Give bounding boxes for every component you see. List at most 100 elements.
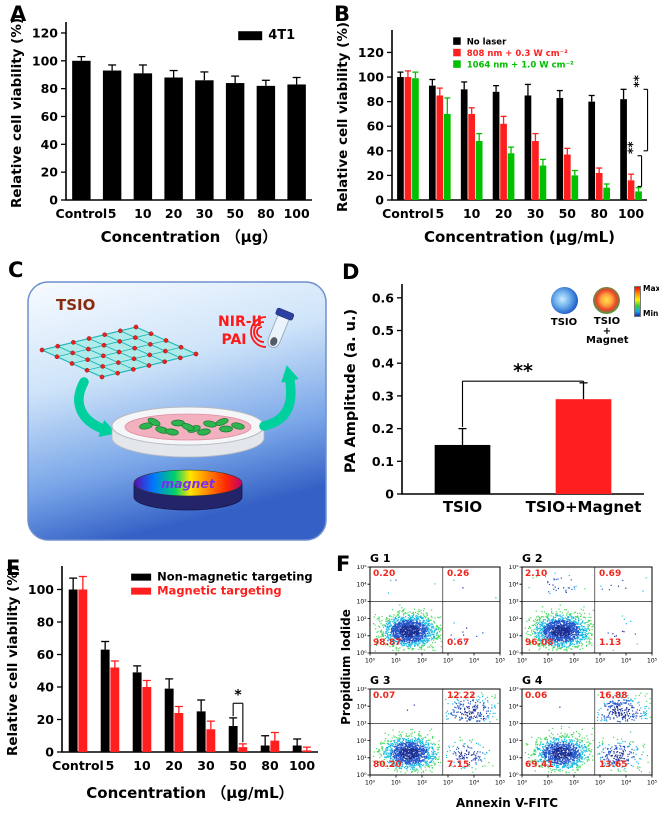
flow-scatter-canvas-g3 — [356, 687, 506, 791]
svg-text:100: 100 — [32, 53, 58, 68]
svg-text:80: 80 — [41, 81, 59, 96]
svg-text:**: ** — [513, 360, 533, 382]
svg-text:0.4: 0.4 — [372, 356, 394, 371]
svg-text:20: 20 — [41, 165, 59, 180]
flow-plot-g1: G 1 0.20 0.26 98.87 0.67 — [356, 552, 506, 670]
svg-text:100: 100 — [618, 206, 644, 221]
svg-text:20: 20 — [165, 206, 183, 221]
svg-text:10: 10 — [134, 206, 152, 221]
quadrant-lr-pct: 7.15 — [447, 760, 470, 770]
svg-text:Control: Control — [382, 206, 434, 221]
tsio-sheet-label: TSIO — [56, 296, 95, 314]
quadrant-ul-pct: 0.20 — [373, 569, 396, 579]
chart-a-cell-viability: 0 20 40 60 80 100 120 Control 5 10 20 30 50 80 100 Conc… — [9, 18, 312, 246]
quadrant-lr-pct: 0.67 — [447, 638, 470, 648]
svg-text:0.2: 0.2 — [372, 421, 394, 436]
flow-plot-g3-title: G 3 — [370, 674, 391, 687]
svg-text:100: 100 — [358, 70, 384, 85]
svg-text:No laser: No laser — [467, 37, 507, 47]
flow-scatter-canvas-g4 — [508, 687, 658, 791]
inset-left-label: TSIO — [550, 317, 578, 328]
svg-text:5: 5 — [435, 206, 444, 221]
quadrant-ul-pct: 0.06 — [525, 691, 548, 701]
flow-plot-g2-title: G 2 — [522, 552, 543, 565]
panel-letter-e: E — [6, 556, 21, 580]
arrow-sheet-to-dish — [74, 377, 117, 437]
svg-text:80: 80 — [257, 206, 275, 221]
svg-text:808 nm + 0.3 W cm⁻²: 808 nm + 0.3 W cm⁻² — [467, 49, 568, 59]
flow-plot-area: 0.06 16.88 69.41 13.65 — [508, 687, 658, 791]
flow-plot-g4: G 4 0.06 16.88 69.41 13.65 — [508, 674, 658, 792]
flow-scatter-canvas-g1 — [356, 565, 506, 669]
svg-text:80: 80 — [261, 758, 279, 773]
quadrant-ll-pct: 98.87 — [373, 638, 402, 648]
magnet: magnet — [133, 469, 243, 511]
svg-text:80: 80 — [367, 94, 385, 109]
svg-text:Relative cell viability (%): Relative cell viability (%) — [335, 22, 351, 212]
svg-text:Relative cell viability (%): Relative cell viability (%) — [5, 566, 21, 756]
panel-letter-d: D — [342, 260, 360, 284]
svg-text:Magnetic targeting: Magnetic targeting — [157, 584, 282, 598]
panel-letter-c: C — [8, 258, 24, 282]
colorbar-max-label: Max — [643, 284, 659, 293]
cell-dish — [111, 406, 265, 458]
svg-text:50: 50 — [229, 758, 247, 773]
svg-text:TSIO+Magnet: TSIO+Magnet — [526, 498, 642, 516]
flow-scatter-canvas-g2 — [508, 565, 658, 669]
flow-x-axis-label: Annexin V-FITC — [455, 796, 559, 810]
flow-plot-area: 0.20 0.26 98.87 0.67 — [356, 565, 506, 669]
svg-text:120: 120 — [358, 45, 384, 60]
svg-text:Concentration （μg）: Concentration （μg） — [101, 228, 278, 246]
quadrant-ur-pct: 0.26 — [447, 569, 470, 579]
svg-text:0: 0 — [49, 193, 58, 208]
svg-text:100: 100 — [284, 206, 310, 221]
chart-e-targeting-viability: 0 20 40 60 80 100 Control 5 10 20 30 50 80 100 Concent… — [5, 566, 318, 802]
sample-tube-icon — [267, 307, 295, 348]
quadrant-ur-pct: 16.88 — [599, 691, 628, 701]
svg-text:0: 0 — [375, 193, 384, 208]
flow-y-axis-label: Propidium Iodide — [339, 609, 353, 725]
svg-text:5: 5 — [108, 206, 117, 221]
panel-f-flow-cytometry: Propidium Iodide G 1 0.20 0.26 98.87 0.6… — [332, 548, 659, 815]
quadrant-ur-pct: 0.69 — [599, 569, 622, 579]
svg-text:0: 0 — [45, 745, 54, 760]
panel-letter-f: F — [336, 552, 351, 576]
inset-right-label: TSIO + Magnet — [586, 316, 629, 346]
nir-label-line2: PAI — [221, 332, 246, 348]
svg-text:80: 80 — [37, 615, 55, 630]
quadrant-lr-pct: 13.65 — [599, 760, 628, 770]
pa-colorbar — [634, 286, 641, 317]
svg-text:50: 50 — [226, 206, 244, 221]
svg-text:30: 30 — [197, 758, 215, 773]
svg-text:30: 30 — [527, 206, 545, 221]
quadrant-ll-pct: 96.08 — [525, 638, 554, 648]
svg-text:*: * — [234, 687, 242, 703]
svg-text:Non-magnetic targeting: Non-magnetic targeting — [157, 570, 313, 584]
svg-text:10: 10 — [463, 206, 481, 221]
pa-wave-icon — [250, 316, 267, 348]
svg-text:0.3: 0.3 — [372, 388, 394, 403]
svg-text:20: 20 — [367, 168, 385, 183]
quadrant-ul-pct: 2.10 — [525, 569, 548, 579]
flow-plot-area: 2.10 0.69 96.08 1.13 — [508, 565, 658, 669]
svg-text:60: 60 — [41, 109, 59, 124]
svg-text:20: 20 — [165, 758, 183, 773]
svg-text:5: 5 — [106, 758, 115, 773]
flow-plot-g2: G 2 2.10 0.69 96.08 1.13 — [508, 552, 658, 670]
svg-text:40: 40 — [37, 680, 55, 695]
svg-text:100: 100 — [289, 758, 315, 773]
svg-text:1064 nm + 1.0 W cm⁻²: 1064 nm + 1.0 W cm⁻² — [467, 60, 574, 70]
tsio-nanosheet — [39, 324, 199, 380]
svg-text:Control: Control — [52, 758, 104, 773]
svg-text:40: 40 — [367, 143, 385, 158]
svg-text:0.6: 0.6 — [372, 290, 394, 305]
schematic-magnetic-targeting: TSIO magnet NIR-II PAI — [27, 281, 327, 541]
pa-image-tsio — [551, 287, 578, 314]
svg-text:4T1: 4T1 — [268, 28, 295, 43]
svg-text:20: 20 — [37, 712, 55, 727]
svg-text:TSIO: TSIO — [443, 498, 482, 516]
panel-d: 0 0.1 0.2 0.3 0.4 0.5 0.6 TSIO TSIO+Magnet PA Amp… — [336, 262, 659, 548]
svg-text:**: ** — [632, 74, 646, 87]
flow-plot-g4-title: G 4 — [522, 674, 543, 687]
